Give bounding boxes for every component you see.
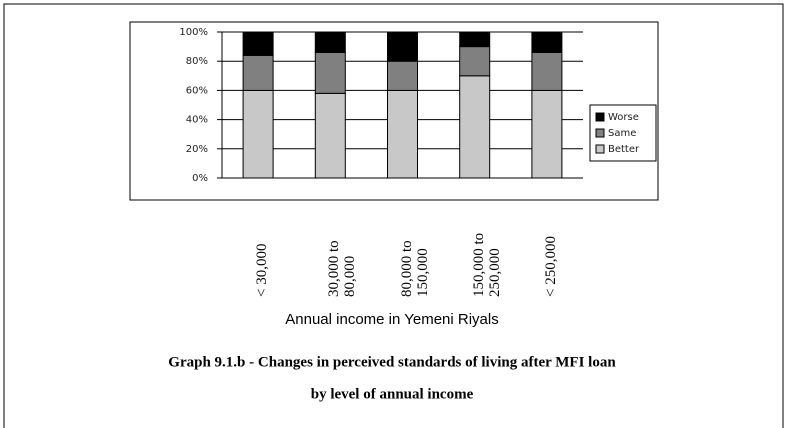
- y-tick-label: 60%: [186, 85, 208, 96]
- bar-segment: [242, 31, 274, 56]
- outer-frame: [3, 3, 784, 428]
- y-tick-label: 0%: [192, 173, 208, 184]
- caption: Graph 9.1.b - Changes in perceived stand…: [168, 354, 616, 370]
- y-tick-label: 20%: [186, 144, 208, 155]
- y-tick-label: 40%: [186, 115, 208, 126]
- bar-segment: [314, 31, 346, 53]
- bar-segment: [314, 92, 346, 179]
- caption: by level of annual income: [311, 386, 474, 402]
- legend-swatch: [595, 112, 605, 122]
- bar-segment: [531, 51, 563, 91]
- x-tick-label: < 250,000: [542, 236, 559, 297]
- bar-segment: [314, 51, 346, 94]
- x-tick-label: 80,000 to 150,000: [398, 240, 431, 297]
- bar-segment: [459, 46, 491, 77]
- bar-segment: [387, 31, 418, 62]
- bar-segment: [459, 31, 491, 48]
- x-tick-label: 30,000 to 80,000: [326, 240, 359, 297]
- x-tick-label: 150,000 to 250,000: [470, 232, 503, 297]
- legend-label: Same: [608, 128, 636, 139]
- x-axis-title: Annual income in Yemeni Riyals: [285, 311, 498, 328]
- legend-label: Worse: [608, 112, 639, 123]
- bar-segment: [387, 89, 418, 179]
- bar-segment: [459, 75, 491, 179]
- bar-segment: [387, 60, 418, 91]
- y-tick-label: 80%: [186, 56, 208, 67]
- x-tick-label: < 30,000: [254, 243, 271, 297]
- bar-segment: [531, 89, 563, 179]
- bar-segment: [531, 31, 563, 53]
- legend-label: Better: [608, 144, 640, 155]
- bar-segment: [242, 89, 274, 179]
- chart-frame: [129, 21, 659, 201]
- legend-swatch: [595, 128, 605, 138]
- legend-swatch: [595, 144, 605, 154]
- bar-segment: [242, 54, 274, 91]
- y-tick-label: 100%: [179, 27, 208, 38]
